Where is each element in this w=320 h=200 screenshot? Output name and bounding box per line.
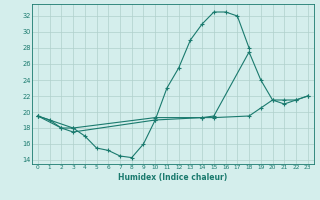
X-axis label: Humidex (Indice chaleur): Humidex (Indice chaleur)	[118, 173, 228, 182]
